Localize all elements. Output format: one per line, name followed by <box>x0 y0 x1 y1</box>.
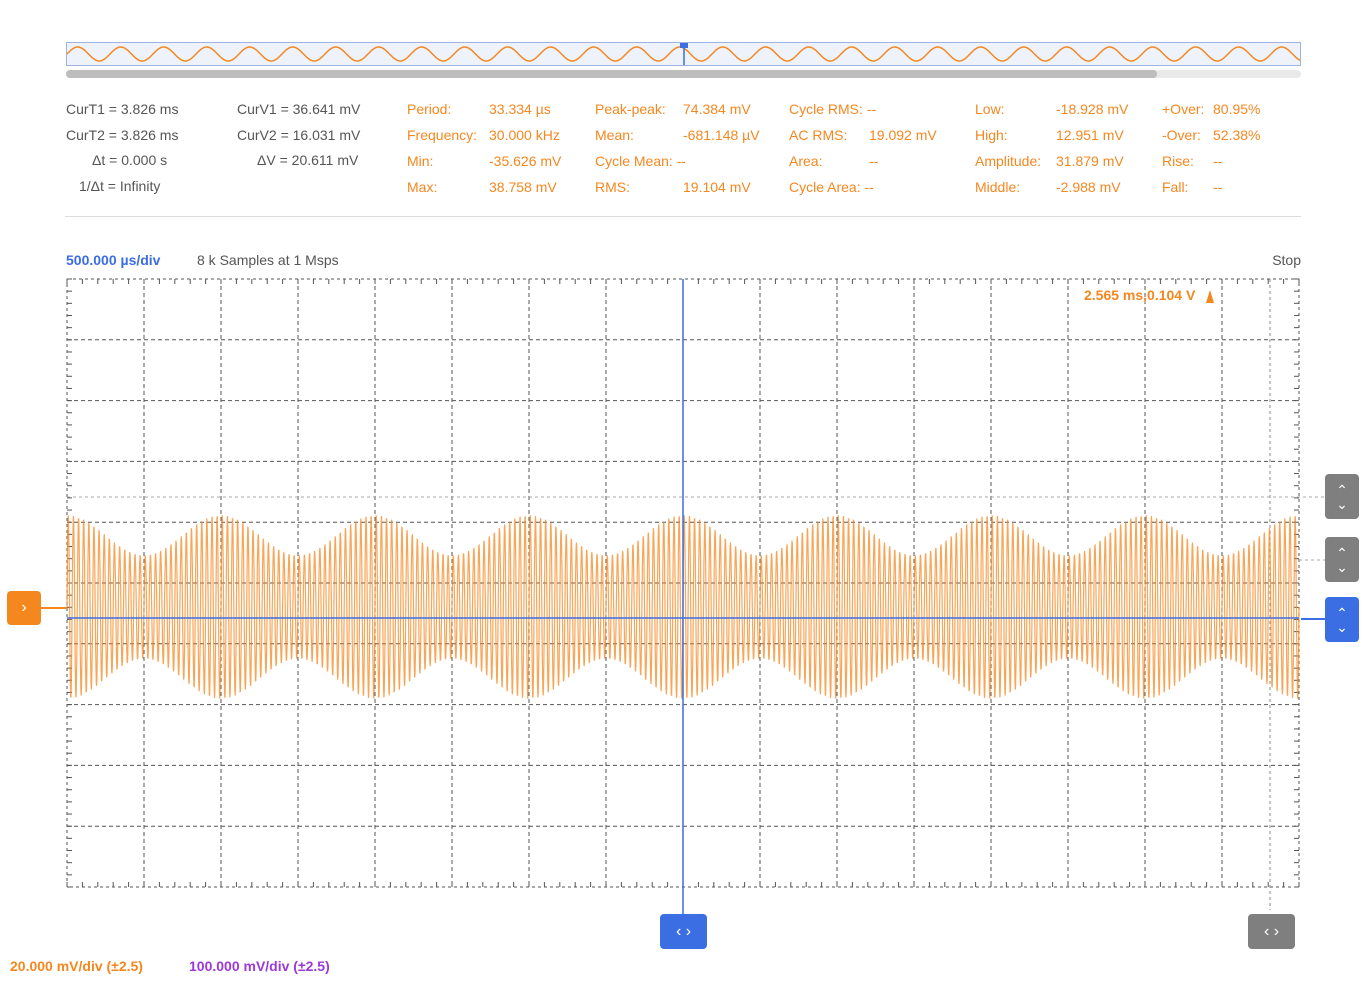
chevron-left-right-icon: ‹ › <box>675 922 692 940</box>
chevron-right-icon: › <box>21 599 27 616</box>
samples-label: 8 k Samples at 1 Msps <box>197 252 339 268</box>
meas-low-label: Low: <box>975 101 1005 117</box>
meas-ac-rms-value: 19.092 mV <box>869 127 937 143</box>
meas-max-label: Max: <box>407 179 438 195</box>
cursor-t1: CurT1 = 3.826 ms <box>66 101 179 117</box>
meas-mean-value: -681.148 µV <box>683 127 760 143</box>
cursor-v1: CurV1 = 36.641 mV <box>237 101 361 117</box>
cursor-inv-dt: 1/Δt = Infinity <box>79 178 161 194</box>
channel-1-marker-button[interactable]: › <box>7 591 41 625</box>
meas-period-value: 33.334 µs <box>489 101 551 117</box>
reference-1-offset-button[interactable]: ⌃ ⌄ <box>1325 474 1359 519</box>
horizontal-scrollbar[interactable] <box>66 70 1301 78</box>
overview-marker-head <box>680 43 688 48</box>
meas-frequency-value: 30.000 kHz <box>489 127 560 143</box>
reference-lines <box>67 279 1325 910</box>
chevron-down-icon: ⌄ <box>1336 495 1348 512</box>
meas-rms-value: 19.104 mV <box>683 179 751 195</box>
meas-over-pos-value: 80.95% <box>1213 101 1261 117</box>
meas-high-value: 12.951 mV <box>1056 127 1124 143</box>
chevron-down-icon: ⌄ <box>1336 558 1348 575</box>
meas-rise-label: Rise: <box>1162 153 1194 169</box>
meas-max-value: 38.758 mV <box>489 179 557 195</box>
chevron-up-icon: ⌃ <box>1336 544 1348 561</box>
section-divider <box>65 216 1301 217</box>
acquisition-state: Stop <box>1272 252 1301 268</box>
reference-2-offset-button[interactable]: ⌃ ⌄ <box>1325 537 1359 582</box>
meas-over-neg-value: 52.38% <box>1213 127 1261 143</box>
overview-waveform <box>67 43 1300 65</box>
offset-handle-line <box>1301 618 1325 620</box>
channel-marker-line <box>41 607 67 609</box>
meas-middle-label: Middle: <box>975 179 1021 195</box>
cursor-dt: Δt = 0.000 s <box>92 152 168 168</box>
meas-over-neg-label: -Over: <box>1162 127 1201 143</box>
chevron-up-icon: ⌃ <box>1336 481 1348 498</box>
meas-period-label: Period: <box>407 101 452 117</box>
channel-offset-button[interactable]: ⌃ ⌄ <box>1325 597 1359 642</box>
meas-area-value: -- <box>869 153 879 169</box>
cursor-readout-marker <box>1206 290 1214 303</box>
meas-fall-value: -- <box>1213 179 1223 195</box>
meas-mean-label: Mean: <box>595 127 634 143</box>
meas-middle-value: -2.988 mV <box>1056 179 1121 195</box>
meas-min-label: Min: <box>407 153 434 169</box>
channel-2-scale[interactable]: 100.000 mV/div (±2.5) <box>189 958 330 974</box>
meas-cycle-rms: Cycle RMS: -- <box>789 101 877 117</box>
timebase-label[interactable]: 500.000 µs/div <box>66 252 161 268</box>
meas-low-value: -18.928 mV <box>1056 101 1129 117</box>
cursor-t2: CurT2 = 3.826 ms <box>66 127 179 143</box>
meas-high-label: High: <box>975 127 1008 143</box>
meas-min-value: -35.626 mV <box>489 153 562 169</box>
meas-peak-peak-value: 74.384 mV <box>683 101 751 117</box>
cursor-position-button[interactable]: ‹ › <box>1248 914 1295 949</box>
meas-amplitude-value: 31.879 mV <box>1056 153 1124 169</box>
meas-fall-label: Fall: <box>1162 179 1189 195</box>
meas-amplitude-label: Amplitude: <box>975 153 1042 169</box>
cursor-dv: ΔV = 20.611 mV <box>257 152 359 168</box>
meas-cycle-mean: Cycle Mean: -- <box>595 153 687 169</box>
cursor-v2: CurV2 = 16.031 mV <box>237 127 361 143</box>
chevron-up-icon: ⌃ <box>1336 604 1348 621</box>
chevron-left-right-icon: ‹ › <box>1263 922 1280 940</box>
meas-peak-peak-label: Peak-peak: <box>595 101 666 117</box>
meas-ac-rms-label: AC RMS: <box>789 127 848 143</box>
meas-frequency-label: Frequency: <box>407 127 478 143</box>
meas-rise-value: -- <box>1213 153 1223 169</box>
chevron-down-icon: ⌄ <box>1336 618 1348 635</box>
channel-1-scale[interactable]: 20.000 mV/div (±2.5) <box>10 958 143 974</box>
cursor-readout: 2.565 ms,0.104 V <box>1084 287 1196 303</box>
meas-over-pos-label: +Over: <box>1162 101 1205 117</box>
meas-cycle-area: Cycle Area: -- <box>789 179 874 195</box>
overview-strip[interactable] <box>66 42 1301 66</box>
trigger-position-button[interactable]: ‹ › <box>660 914 707 949</box>
scrollbar-thumb[interactable] <box>66 70 1157 78</box>
meas-rms-label: RMS: <box>595 179 630 195</box>
meas-area-label: Area: <box>789 153 823 169</box>
